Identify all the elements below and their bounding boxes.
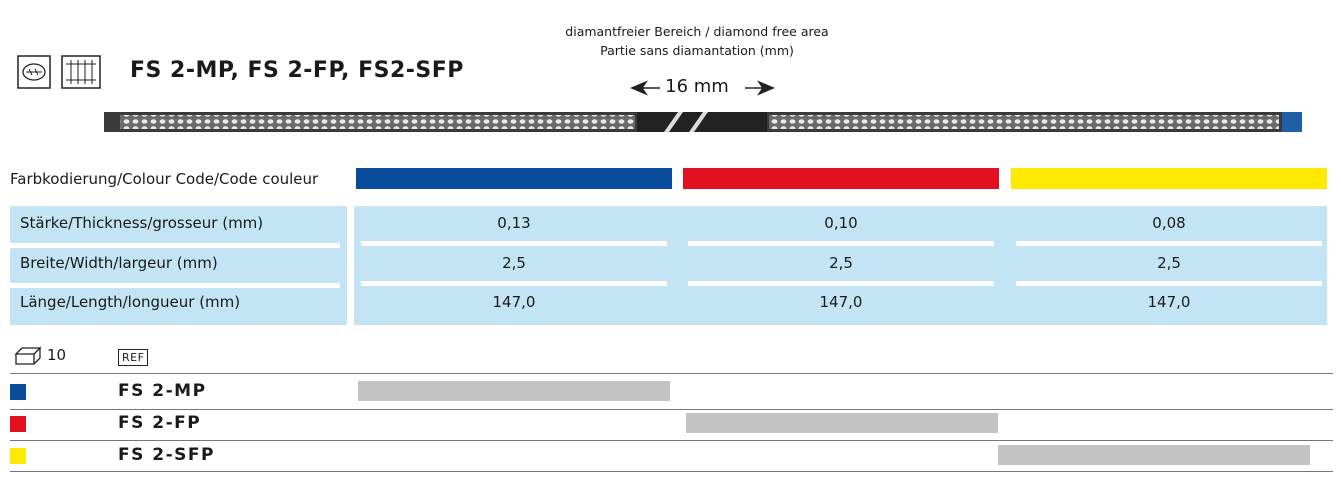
colour-square <box>10 448 26 464</box>
row-separator <box>361 281 667 286</box>
rule <box>10 440 1333 441</box>
spec-value: 147,0 <box>1147 293 1191 311</box>
row-separator <box>1016 281 1322 286</box>
row-separator <box>1016 241 1322 246</box>
spec-value: 2,5 <box>502 254 526 272</box>
spec-value: 0,08 <box>1152 214 1186 232</box>
colour-square <box>10 416 26 432</box>
product-ref: FS 2-MP <box>118 381 207 401</box>
strip <box>104 112 1302 132</box>
row-separator <box>361 241 667 246</box>
diamond-free-caption: diamantfreier Bereich / diamond free are… <box>565 24 829 39</box>
row-separator <box>10 283 340 288</box>
colour-bar <box>1011 168 1327 189</box>
colour-bar <box>356 168 672 189</box>
spec-label-bg <box>10 206 347 325</box>
row-separator <box>688 281 994 286</box>
spec-label: Länge/Length/longueur (mm) <box>20 293 241 311</box>
spec-label: Breite/Width/largeur (mm) <box>20 254 218 272</box>
availability-bar <box>358 381 670 401</box>
pack-quantity: 10 <box>47 346 67 364</box>
ref-label: REF <box>118 349 149 366</box>
product-ref: FS 2-SFP <box>118 445 215 465</box>
availability-bar <box>998 445 1310 465</box>
title: FS 2-MP, FS 2-FP, FS2-SFP <box>130 58 464 83</box>
row-separator <box>688 241 994 246</box>
icons <box>17 55 101 89</box>
product-ref: FS 2-FP <box>118 413 202 433</box>
spec-value: 0,13 <box>497 214 531 232</box>
colour-square <box>10 384 26 400</box>
row-separator <box>10 243 340 248</box>
availability-bar <box>686 413 998 433</box>
spec-value: 2,5 <box>1157 254 1181 272</box>
spec-value: 2,5 <box>829 254 853 272</box>
rule <box>10 409 1333 410</box>
diamond-free-caption: Partie sans diamantation (mm) <box>600 43 794 58</box>
colour-code-label: Farbkodierung/Colour Code/Code couleur <box>10 170 319 188</box>
spec-value-bg <box>354 206 1327 325</box>
rule <box>10 471 1333 472</box>
spec-value: 147,0 <box>492 293 536 311</box>
spec-value: 0,10 <box>824 214 858 232</box>
arrows <box>630 80 775 96</box>
spec-value: 147,0 <box>819 293 863 311</box>
diamond-free-length: 16 mm <box>665 76 729 97</box>
pack-icon <box>14 346 42 365</box>
colour-bar <box>683 168 999 189</box>
rule <box>10 373 1333 374</box>
spec-label: Stärke/Thickness/grosseur (mm) <box>20 214 264 232</box>
